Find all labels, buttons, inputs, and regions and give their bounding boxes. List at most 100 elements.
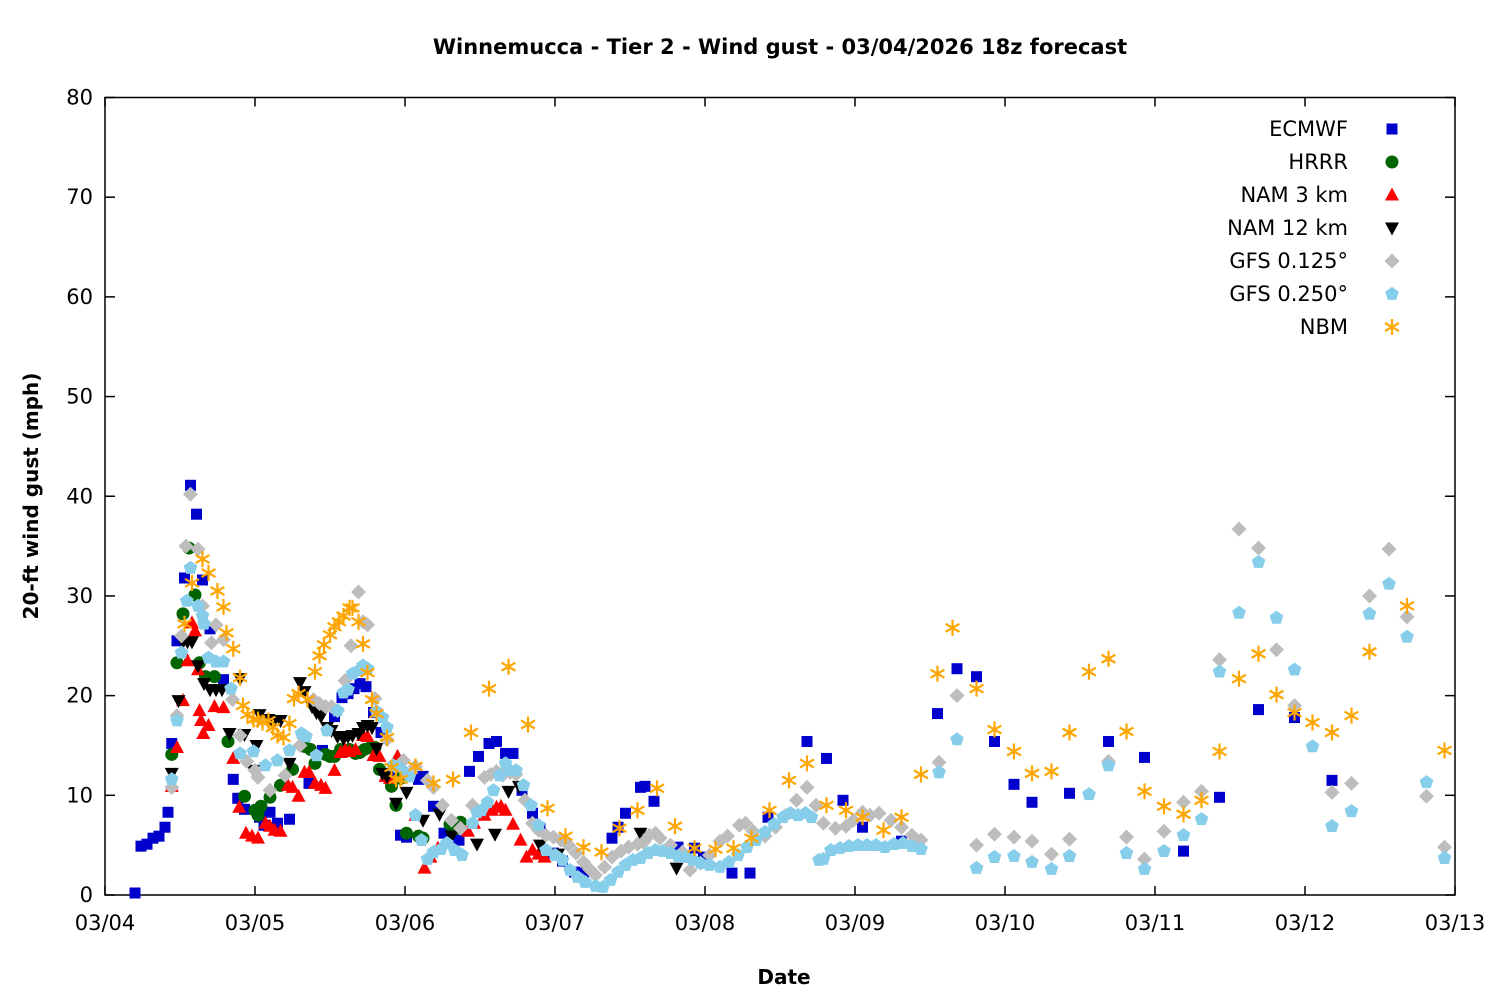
data-point-ecmwf: [218, 674, 229, 686]
data-point-gfs-0-125: [1437, 839, 1452, 855]
data-point-nam-12-km: [171, 695, 186, 709]
legend-label: NAM 3 km: [1240, 183, 1348, 207]
data-point-ecmwf: [1008, 778, 1020, 790]
data-point-gfs-0-125: [1062, 831, 1077, 847]
data-point-nbm: [781, 775, 797, 786]
data-point-ecmwf: [354, 678, 366, 690]
data-point-gfs-0-125: [597, 859, 612, 875]
data-point-ecmwf: [239, 803, 250, 815]
data-point-ecmwf: [821, 752, 832, 764]
legend-item-nbm: NBM: [1300, 315, 1348, 339]
data-point-nam-3-km: [302, 764, 316, 778]
data-point-nam-3-km: [226, 750, 241, 764]
data-point-gfs-0-250: [408, 808, 423, 822]
data-point-ecmwf: [375, 727, 387, 739]
data-point-gfs-0-250: [282, 743, 297, 757]
legend-item-gfs-0-125: GFS 0.125°: [1229, 249, 1348, 273]
data-point-nam-3-km: [513, 832, 528, 846]
data-point-nam-12-km: [444, 830, 459, 844]
data-point-ecmwf: [744, 867, 756, 879]
data-point-nbm: [265, 722, 281, 733]
data-point-gfs-0-250: [1025, 854, 1039, 868]
data-point-gfs-0-125: [969, 837, 984, 853]
legend-marker-asterisk: [1384, 322, 1400, 332]
data-point-nam-3-km: [170, 739, 184, 753]
legend-label: NAM 12 km: [1227, 216, 1348, 240]
data-point-gfs-0-125: [178, 538, 194, 554]
data-point-nam-12-km: [501, 785, 516, 799]
data-point-nam-3-km: [194, 713, 208, 727]
data-point-gfs-0-125: [789, 792, 804, 808]
data-point-gfs-0-125: [846, 812, 861, 828]
data-point-nbm: [1062, 727, 1077, 738]
data-point-gfs-0-250: [1082, 787, 1096, 801]
data-point-nbm: [393, 774, 408, 785]
data-point-ecmwf: [1178, 845, 1189, 857]
data-point-nbm: [235, 700, 251, 711]
data-point-nbm: [210, 586, 225, 596]
data-point-gfs-0-250: [486, 783, 501, 797]
data-point-gfs-0-250: [563, 862, 577, 876]
data-point-nbm: [687, 843, 702, 854]
data-point-nbm: [1231, 673, 1247, 684]
data-point-hrrr: [254, 799, 268, 813]
data-point-gfs-0-125: [871, 805, 887, 821]
data-point-gfs-0-125: [1231, 521, 1247, 537]
data-point-nbm: [1437, 745, 1452, 756]
data-point-gfs-0-250: [216, 654, 231, 668]
data-point-gfs-0-250: [969, 860, 984, 874]
data-point-ecmwf: [620, 807, 631, 819]
data-point-nbm: [1137, 786, 1152, 797]
data-point-nbm: [876, 825, 891, 836]
data-point-gfs-0-125: [682, 862, 698, 878]
data-point-ecmwf: [272, 817, 283, 829]
data-point-nbm: [667, 821, 683, 832]
data-point-nbm: [445, 774, 461, 785]
data-point-ecmwf: [129, 887, 141, 899]
data-point-nbm: [1287, 707, 1302, 718]
data-point-nbm: [726, 843, 741, 854]
data-point-ecmwf: [837, 794, 849, 806]
data-point-nam-12-km: [369, 742, 384, 756]
data-point-ecmwf: [141, 838, 153, 850]
data-point-nbm: [345, 602, 360, 613]
data-point-nbm: [426, 778, 441, 789]
data-point-ecmwf: [1064, 787, 1075, 799]
data-point-gfs-0-125: [204, 635, 219, 651]
data-point-nbm: [408, 761, 423, 772]
data-point-gfs-0-125: [816, 815, 831, 831]
data-point-gfs-0-250: [1269, 610, 1284, 624]
data-point-nbm: [945, 622, 960, 633]
data-point-nbm: [481, 683, 497, 694]
data-point-nam-12-km: [293, 677, 307, 691]
data-point-gfs-0-125: [1194, 783, 1209, 799]
data-point-nam-3-km: [188, 623, 202, 637]
data-point-gfs-0-125: [1251, 540, 1266, 556]
legend-item-gfs-0-250: GFS 0.250°: [1229, 282, 1348, 306]
data-point-hrrr: [208, 670, 221, 684]
data-point-nam-3-km: [207, 699, 222, 713]
data-point-gfs-0-250: [555, 852, 570, 866]
legend-label: GFS 0.125°: [1229, 249, 1348, 273]
data-point-gfs-0-250: [1362, 606, 1377, 620]
data-point-gfs-0-250: [1305, 739, 1320, 753]
data-point-gfs-0-250: [851, 837, 865, 851]
data-point-nam-12-km: [297, 686, 312, 700]
data-point-gfs-0-250: [480, 795, 495, 809]
data-point-gfs-0-250: [492, 768, 507, 782]
data-point-gfs-0-125: [1212, 652, 1227, 668]
data-point-gfs-0-250: [330, 703, 345, 717]
data-point-nbm: [558, 831, 573, 842]
data-point-ecmwf: [135, 840, 147, 852]
data-point-gfs-0-125: [931, 754, 947, 770]
data-point-nbm: [307, 666, 323, 677]
data-point-gfs-0-125: [453, 820, 468, 836]
data-point-nbm: [838, 805, 854, 816]
data-point-nbm: [177, 618, 192, 629]
data-point-gfs-0-250: [1232, 605, 1246, 619]
data-point-ecmwf: [284, 813, 295, 825]
data-point-nam-3-km: [201, 718, 216, 732]
legend-marker-triangle-down: [1385, 222, 1399, 236]
data-point-gfs-0-125: [1269, 642, 1284, 658]
data-point-nbm: [630, 805, 645, 816]
